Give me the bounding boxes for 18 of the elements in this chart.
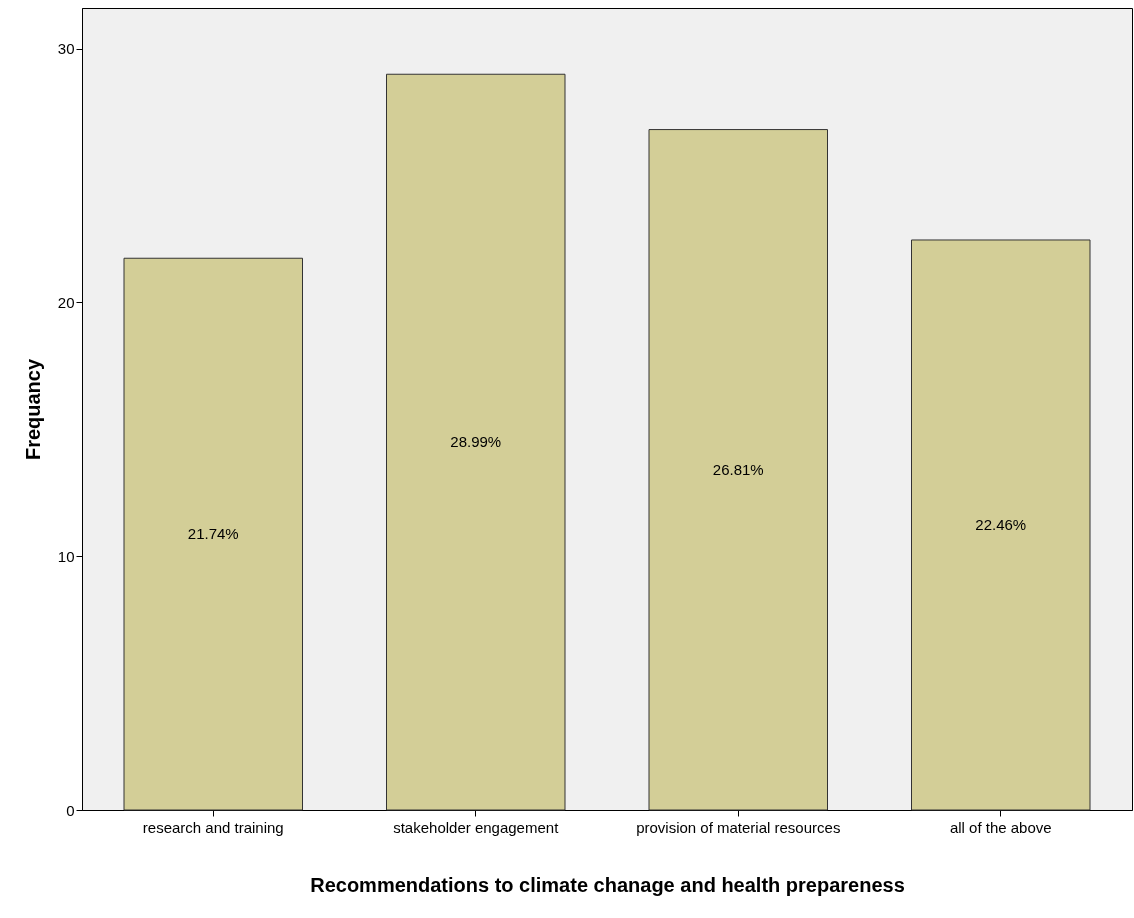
y-tick-label: 0 bbox=[66, 801, 75, 819]
bar bbox=[386, 73, 566, 811]
bar bbox=[123, 257, 303, 811]
data-label: 26.81% bbox=[712, 460, 764, 478]
data-label: 28.99% bbox=[450, 433, 502, 451]
data-label: 21.74% bbox=[187, 525, 239, 543]
x-tick-label: research and training bbox=[142, 818, 284, 836]
bar bbox=[648, 129, 828, 811]
x-tick-label: provision of material resources bbox=[636, 818, 841, 836]
x-axis-title: Recommendations to climate chanage and health prepareness bbox=[310, 873, 905, 896]
y-tick-label: 30 bbox=[57, 40, 75, 58]
y-tick-label: 10 bbox=[57, 547, 75, 565]
data-label: 22.46% bbox=[975, 515, 1027, 533]
bar bbox=[911, 239, 1091, 811]
y-tick-label: 20 bbox=[57, 293, 75, 311]
x-tick-label: all of the above bbox=[949, 818, 1052, 836]
x-tick-label: stakeholder engagement bbox=[393, 818, 560, 836]
y-axis-title: Frequancy bbox=[21, 358, 44, 461]
